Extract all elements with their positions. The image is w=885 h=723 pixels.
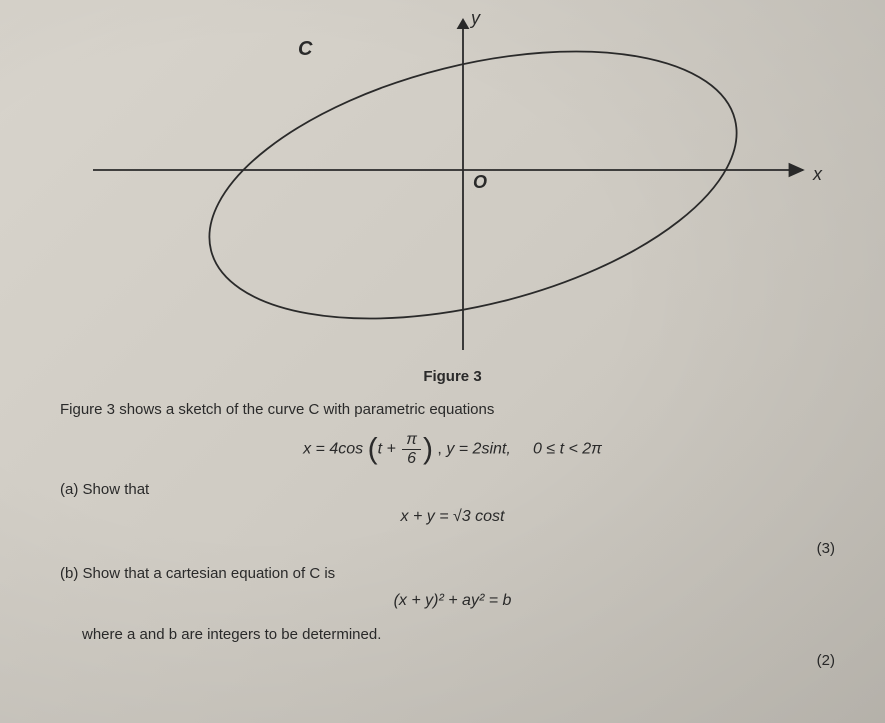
intro-span: Figure 3 shows a sketch of the curve C w… <box>60 401 494 418</box>
part-a-marks: (3) <box>817 540 835 557</box>
intro-text: Figure 3 shows a sketch of the curve C w… <box>60 399 845 422</box>
t-domain: 0 ≤ t < 2π <box>533 440 602 457</box>
x-eq-prefix: x = 4cos <box>303 440 363 457</box>
part-b-label: (b) Show that a cartesian equation of C … <box>60 565 845 582</box>
parametric-equations: x = 4cos (t + π6) , y = 2sint, 0 ≤ t < 2… <box>60 432 845 467</box>
frac-num: π <box>402 432 421 450</box>
y-eq: y = 2sint, <box>446 440 510 457</box>
curve-label: C <box>298 38 313 60</box>
part-b-marks: (2) <box>817 652 835 669</box>
close-paren: ) <box>423 432 433 465</box>
part-a-label: (a) Show that <box>60 481 845 498</box>
y-axis-label: y <box>469 10 481 28</box>
separator: , <box>437 440 446 457</box>
origin-label: O <box>473 172 487 192</box>
y-axis-arrow <box>456 18 469 29</box>
pi-over-6: π6 <box>402 432 421 467</box>
figure-svg: C x y O <box>73 10 833 360</box>
figure-caption: Figure 3 <box>60 368 845 385</box>
frac-den: 6 <box>402 450 421 467</box>
part-b-equation: (x + y)² + ay² = b <box>60 592 845 610</box>
open-paren: ( <box>368 432 378 465</box>
plus-sign: + <box>382 440 400 457</box>
part-b-note: where a and b are integers to be determi… <box>82 624 845 647</box>
x-axis-label: x <box>812 164 823 184</box>
figure-container: C x y O <box>73 10 833 360</box>
part-a-equation: x + y = √3 cost <box>60 508 845 526</box>
